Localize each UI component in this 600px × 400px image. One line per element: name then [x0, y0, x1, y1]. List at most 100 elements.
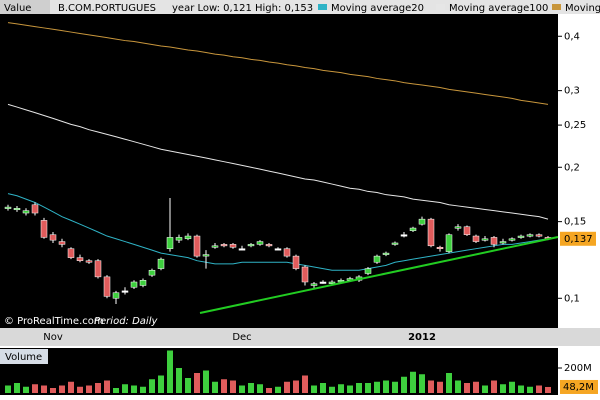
candle-body — [130, 281, 138, 288]
candle-body — [499, 241, 507, 244]
candle-body — [517, 235, 525, 238]
volume-bar — [320, 383, 326, 393]
volume-bar — [185, 378, 191, 393]
volume-bar — [482, 385, 488, 393]
volume-bar — [158, 375, 164, 393]
candle-body — [409, 227, 417, 231]
candle-body — [85, 260, 93, 263]
candle-body — [202, 254, 210, 257]
y-tick-label: 0,25 — [564, 120, 586, 131]
volume-bar — [221, 379, 227, 393]
legend-entry: Moving average20 — [331, 3, 424, 14]
volume-bar — [491, 380, 497, 393]
legend-tab — [0, 0, 50, 14]
volume-bar — [230, 380, 236, 393]
candle-body — [427, 218, 435, 247]
candle-body — [508, 238, 516, 241]
volume-bar — [86, 385, 92, 393]
candle-body — [103, 276, 111, 297]
candle-body — [445, 234, 453, 252]
candle-body — [193, 235, 201, 257]
volume-bar — [518, 385, 524, 393]
candle-body — [247, 244, 255, 247]
last-volume-label: 48,2M — [563, 382, 594, 393]
volume-bar — [446, 373, 452, 393]
volume-bar — [374, 381, 380, 393]
volume-bar — [131, 385, 137, 393]
candle-body — [256, 241, 264, 245]
candle-body — [535, 234, 543, 237]
volume-bar — [311, 385, 317, 393]
candle-body — [292, 255, 300, 269]
candle-body — [157, 258, 165, 269]
copyright: © ProRealTime.com — [4, 316, 104, 327]
candle-body — [112, 292, 120, 299]
y-tick-label: 0,15 — [564, 217, 586, 228]
volume-bar — [527, 386, 533, 393]
volume-bar — [59, 385, 65, 393]
x-tick-label: 2012 — [408, 332, 436, 343]
legend-entry: Moving — [565, 3, 600, 14]
volume-bar — [5, 385, 11, 393]
candle-body — [229, 244, 237, 248]
y-tick-label: 200M — [564, 363, 592, 374]
candle-body — [274, 248, 282, 251]
volume-bar — [419, 374, 425, 393]
legend-swatch — [552, 4, 561, 10]
candle-body — [211, 245, 219, 248]
candle-body — [526, 234, 534, 237]
candle-body — [67, 248, 75, 258]
volume-bar — [122, 384, 128, 393]
candle-body — [139, 280, 147, 286]
candle-body — [328, 281, 336, 284]
volume-bar — [464, 383, 470, 393]
last-price-marker — [560, 231, 596, 246]
y-tick-label: 0,2 — [564, 162, 580, 173]
candle-body — [220, 244, 228, 247]
volume-bar — [68, 381, 74, 393]
candle-body — [4, 206, 12, 209]
y-tick-label: 0,3 — [564, 86, 580, 97]
volume-bar — [392, 381, 398, 393]
volume-bar — [50, 388, 56, 393]
year-range: year Low: 0,121 High: 0,153 — [172, 3, 313, 14]
price-panel — [0, 14, 558, 328]
candle-body — [175, 237, 183, 241]
volume-bar — [347, 385, 353, 393]
volume-bar — [140, 386, 146, 393]
candle-body — [454, 226, 462, 229]
volume-bar — [410, 371, 416, 393]
candle-body — [319, 281, 327, 284]
candle-body — [283, 248, 291, 257]
volume-bar — [365, 383, 371, 393]
volume-bar — [248, 383, 254, 393]
volume-bar — [257, 384, 263, 393]
volume-bar — [176, 368, 182, 393]
legend-entry: Moving average100 — [449, 3, 548, 14]
axes: 0,1 0,15 0,2 0,25 0,3 0,4 Nov Dec 2012 0,137 200M 4… — [43, 31, 598, 394]
last-price-label: 0,137 — [564, 234, 593, 245]
candle-body — [58, 241, 66, 245]
candle-body — [22, 210, 30, 214]
volume-bar — [473, 381, 479, 393]
volume-bar — [284, 381, 290, 393]
x-axis-band — [0, 328, 600, 346]
x-tick-label: Nov — [43, 332, 63, 343]
volume-tab — [0, 349, 48, 364]
y-tick-label: 0,4 — [564, 31, 580, 42]
volume-bar — [338, 384, 344, 393]
volume-bar — [545, 386, 551, 393]
volume-bar — [428, 380, 434, 393]
legend: Moving average20 Moving average100 Moving — [318, 3, 600, 14]
candle-body — [418, 218, 426, 225]
candle-body — [364, 268, 372, 274]
volume-bar — [509, 381, 515, 393]
candle-body — [49, 234, 57, 241]
candle-body — [238, 248, 246, 251]
volume-bar — [275, 386, 281, 393]
candle-body — [121, 290, 129, 293]
candle-body — [391, 242, 399, 245]
candle-body — [40, 220, 48, 238]
volume-bar — [194, 373, 200, 393]
